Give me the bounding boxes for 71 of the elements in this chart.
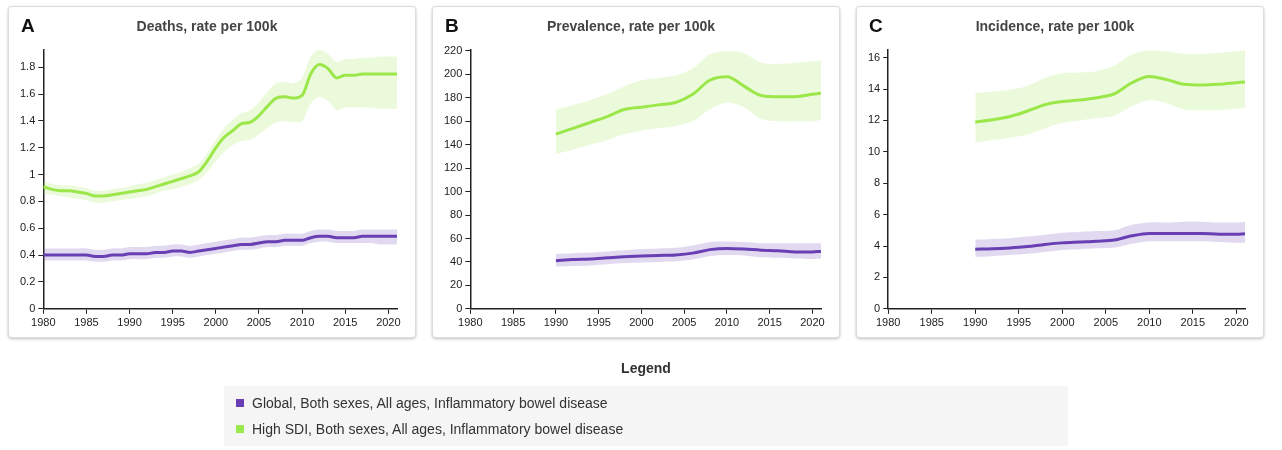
y-tick-label: 0.8: [19, 194, 36, 207]
y-tick-label: 0: [29, 301, 36, 314]
x-tick-label: 2005: [246, 316, 272, 329]
x-tick-label: 1995: [160, 316, 185, 329]
line-series: [554, 246, 821, 263]
y-tick-label: 40: [450, 254, 463, 267]
x-tick-label: 1985: [74, 316, 99, 329]
x-tick-label: 2005: [1093, 316, 1119, 329]
y-tick-label: 10: [867, 144, 881, 157]
y-tick-label: 0: [874, 301, 881, 314]
chart-title: Prevalence, rate per 100k: [546, 18, 716, 35]
y-tick-label: 1.6: [19, 87, 36, 100]
x-tick-label: 1990: [543, 316, 569, 329]
y-tick-label: 60: [450, 231, 463, 244]
x-tick-label: 1990: [963, 316, 988, 329]
y-tick-label: 0.4: [19, 248, 36, 261]
y-tick-label: 200: [443, 67, 463, 80]
x-tick-label: 2015: [757, 316, 782, 329]
y-tick-label: 120: [443, 161, 463, 174]
y-tick-label: 20: [450, 278, 463, 291]
x-tick-label: 2015: [1180, 316, 1206, 329]
legend-title: Legend: [620, 360, 672, 376]
text: C: [869, 15, 883, 37]
y-tick-label: 14: [867, 82, 881, 95]
x-tick-label: 2010: [714, 316, 740, 329]
x-tick-label: 2020: [1224, 316, 1249, 329]
x-tick-label: 1990: [117, 316, 142, 329]
x-tick-label: 2000: [203, 316, 229, 329]
y-tick-label: 1.4: [19, 113, 36, 126]
x-tick-label: 2020: [800, 316, 825, 329]
x-tick-label: 2010: [1137, 316, 1162, 329]
text: A: [21, 15, 35, 37]
y-tick-label: 180: [443, 90, 463, 103]
y-tick-label: 1: [29, 167, 36, 180]
x-tick-label: 1980: [875, 316, 901, 329]
y-tick-label: 6: [874, 207, 881, 220]
y-tick-label: 12: [867, 113, 881, 126]
chart-title: Deaths, rate per 100k: [136, 18, 278, 35]
line-series: [973, 74, 1245, 124]
x-tick-label: 2000: [1050, 316, 1075, 329]
y-tick-label: 16: [867, 50, 881, 63]
y-tick-label: 8: [874, 176, 881, 189]
x-tick-label: 2000: [629, 316, 654, 329]
x-tick-label: 2005: [671, 316, 697, 329]
y-tick-label: 2: [874, 270, 881, 283]
x-tick-label: 2020: [376, 316, 401, 329]
y-tick-label: 0: [456, 301, 463, 314]
x-tick-label: 1985: [500, 316, 526, 329]
x-tick-label: 1985: [919, 316, 944, 329]
legend-label: High SDI, Both sexes, All ages, Inflammatory bowel disease: [252, 421, 624, 437]
y-tick-label: 220: [443, 44, 463, 56]
y-tick-label: 0.2: [19, 274, 36, 287]
y-tick-label: 4: [874, 239, 881, 252]
x-tick-label: 2015: [333, 316, 358, 329]
y-tick-label: 100: [443, 184, 463, 197]
y-tick-label: 160: [443, 114, 463, 127]
x-tick-label: 2010: [289, 316, 315, 329]
y-tick-label: 0.6: [19, 221, 36, 234]
chart-title: Incidence, rate per 100k: [975, 18, 1135, 35]
y-tick-label: 80: [450, 208, 463, 221]
x-tick-label: 1995: [586, 316, 611, 329]
line-series: [554, 75, 821, 136]
legend-label: Global, Both sexes, All ages, Inflammatory bowel disease: [252, 395, 608, 411]
line-series: [973, 231, 1245, 251]
x-tick-label: 1995: [1006, 316, 1031, 329]
y-tick-label: 1.2: [19, 140, 36, 153]
text: B: [445, 15, 459, 37]
y-tick-label: 140: [443, 137, 463, 150]
y-tick-label: 1.8: [19, 60, 36, 73]
x-tick-label: 1980: [31, 316, 56, 329]
x-tick-label: 1980: [458, 316, 483, 329]
